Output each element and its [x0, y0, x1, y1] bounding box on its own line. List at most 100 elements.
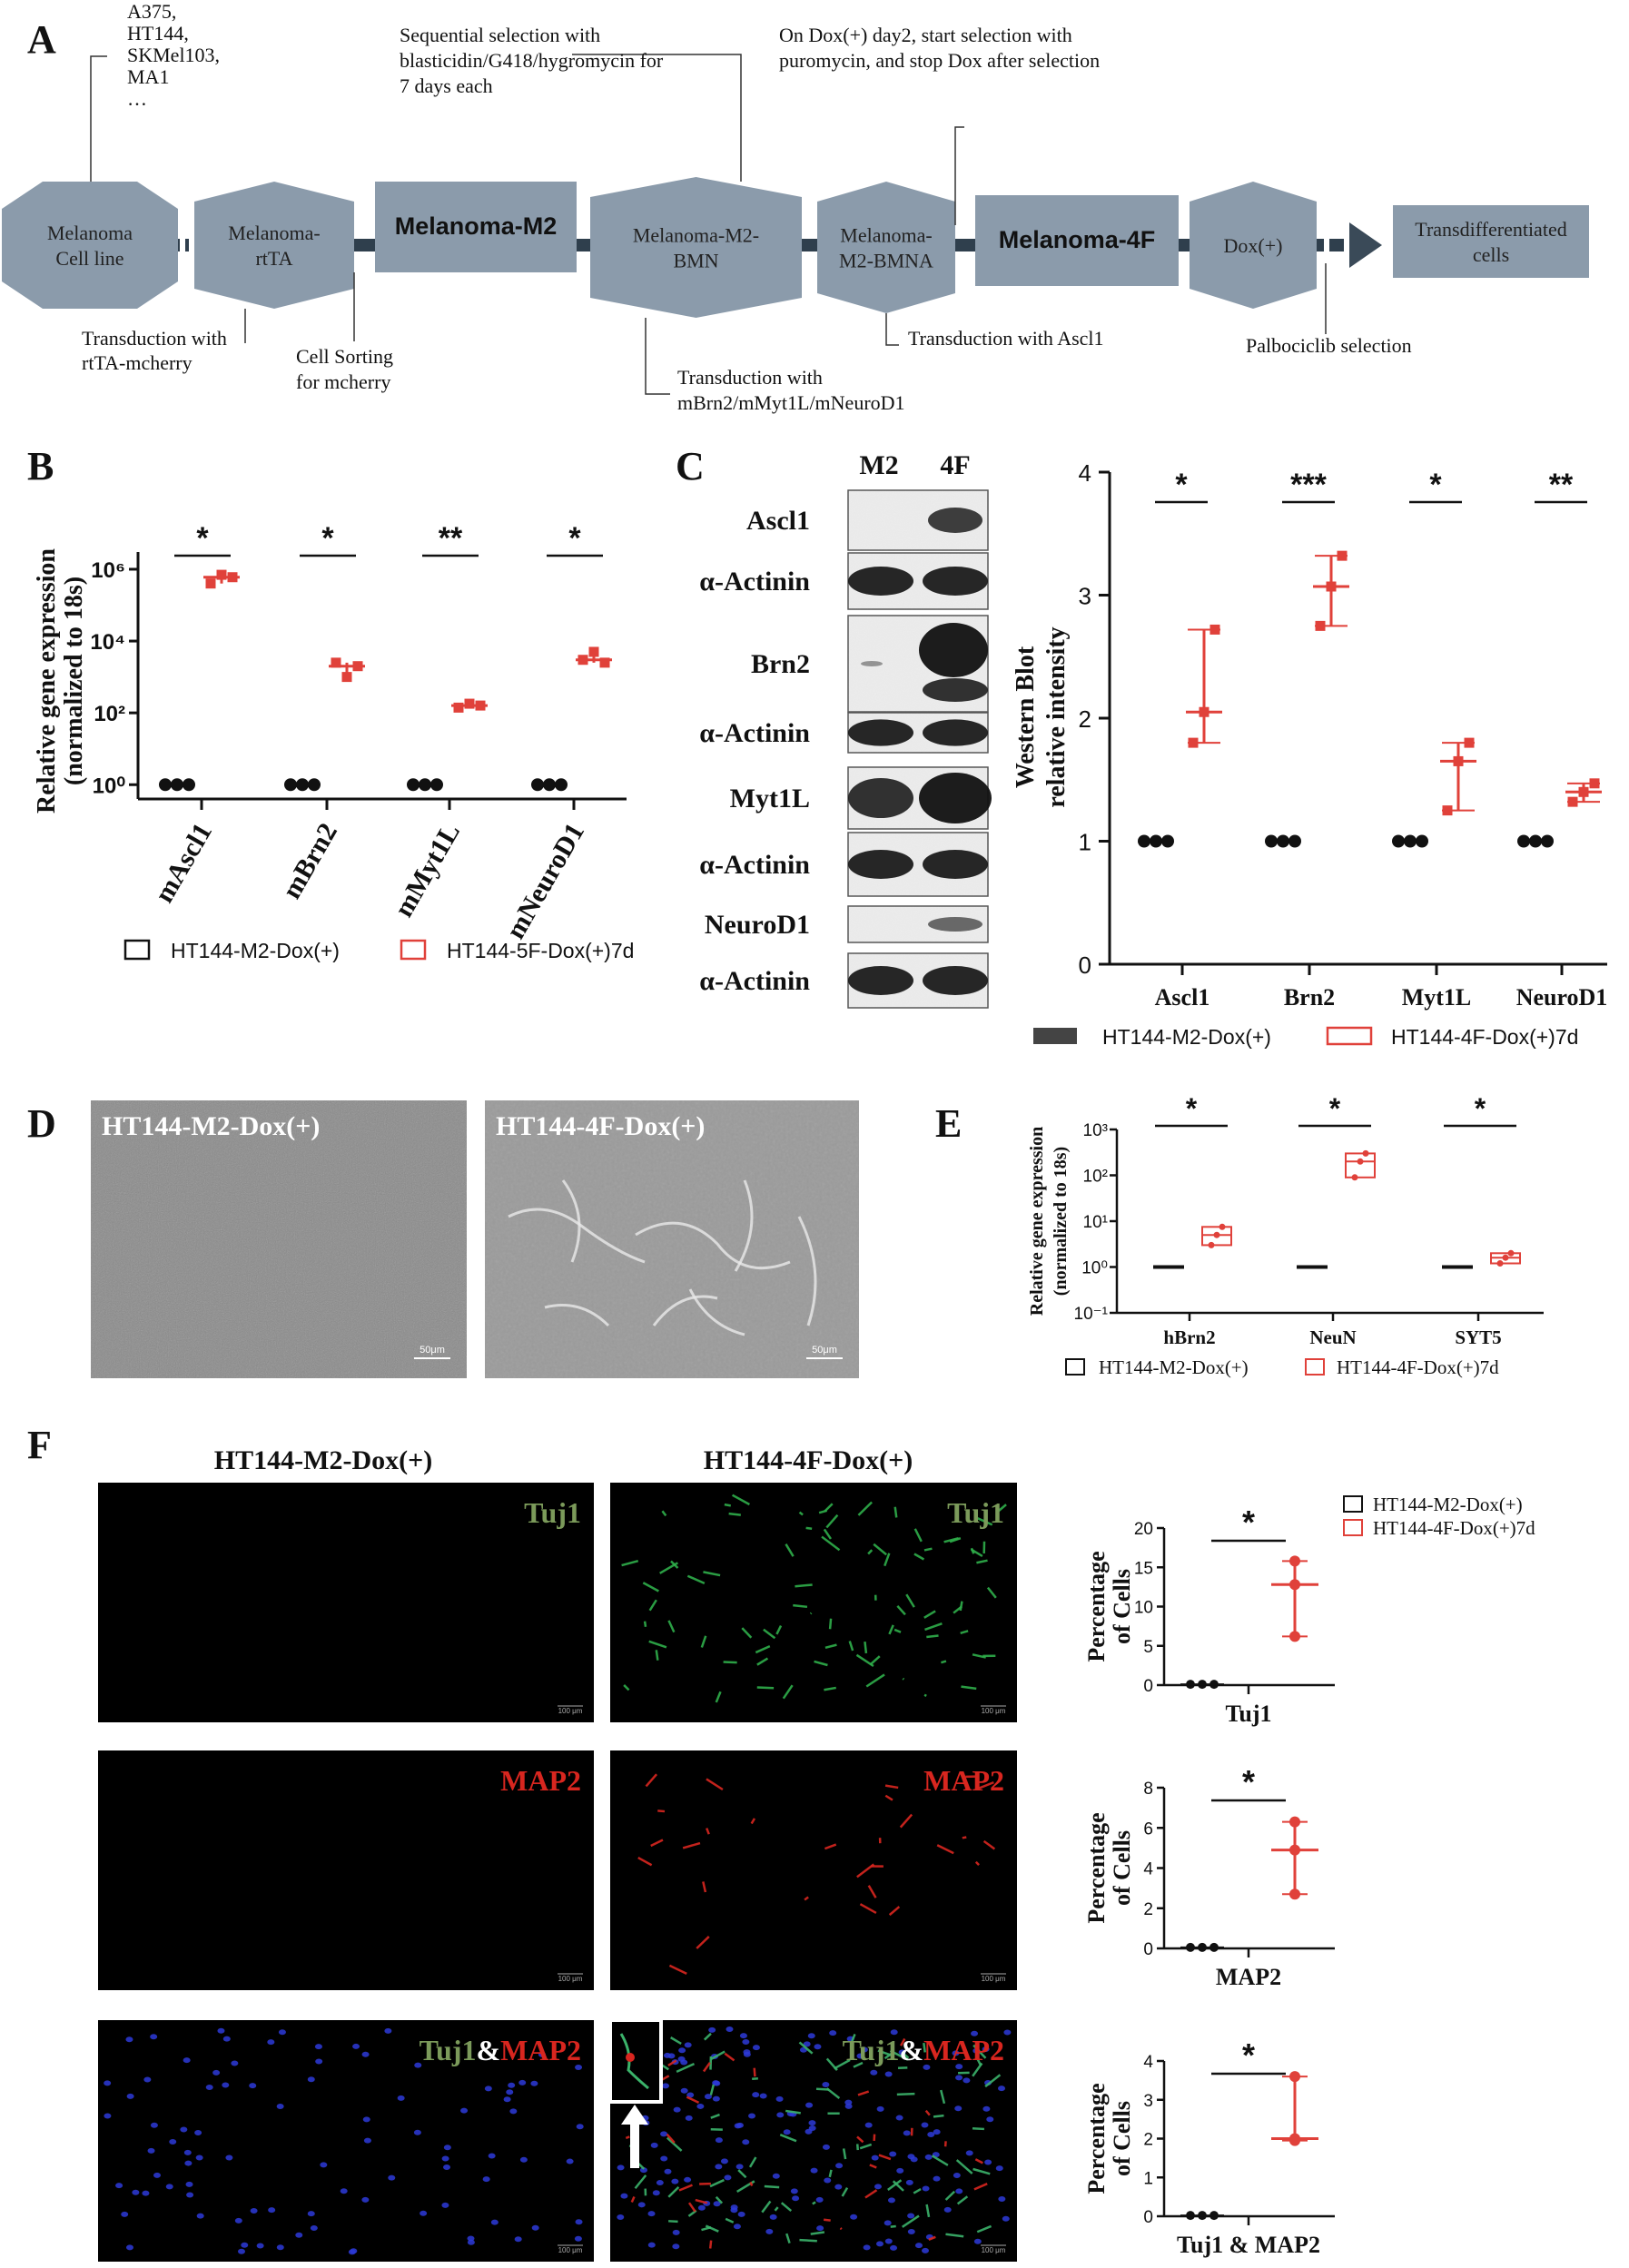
cell-process — [774, 2206, 779, 2212]
cell-process — [687, 2202, 696, 2213]
nucleus — [684, 2042, 692, 2048]
nucleus — [907, 2213, 915, 2219]
cell-process — [676, 2062, 696, 2073]
cell-process — [823, 1528, 833, 1540]
y-axis-label: Percentage — [1083, 1551, 1110, 1662]
nucleus — [647, 2242, 656, 2248]
cell-process — [725, 2217, 735, 2224]
nucleus — [307, 2211, 315, 2217]
legend-label: HT144-5F-Dox(+)7d — [447, 939, 634, 962]
nucleus — [250, 2207, 258, 2214]
data-point-treated — [1502, 1254, 1509, 1261]
stage-label: Cell line — [55, 247, 123, 270]
nucleus — [490, 2219, 499, 2225]
nucleus — [922, 2185, 930, 2192]
scale-bar-label: 100 μm — [558, 1975, 583, 1983]
nucleus — [677, 2056, 686, 2062]
blot-band — [848, 850, 913, 879]
data-point-treated — [1213, 1231, 1220, 1238]
nucleus — [484, 2086, 492, 2092]
cell-line-label: … — [127, 87, 147, 110]
cell-process — [701, 2226, 712, 2232]
significance-mark: * — [1242, 2036, 1255, 2074]
panel-letter-e: E — [935, 1101, 962, 1146]
nucleus — [907, 2228, 915, 2234]
stain-label-part: & — [476, 2034, 500, 2066]
y-tick-label: 10³ — [1083, 1121, 1108, 1140]
cell-process — [814, 1660, 828, 1667]
cell-process — [973, 2183, 988, 2191]
cell-process — [741, 1627, 753, 1639]
cell-process — [892, 2180, 904, 2192]
cell-process — [715, 1691, 722, 1703]
panel-f-chart-map2: 0 2 4 6 8 Percentage of Cells MAP2 * — [1083, 1763, 1335, 1990]
x-tick-label: Tuj1 & MAP2 — [1177, 2232, 1320, 2258]
stain-label-part: Tuj1 — [843, 2034, 900, 2066]
nucleus — [518, 2079, 527, 2086]
cell-process — [961, 1685, 977, 1691]
data-point-treated — [1351, 1174, 1358, 1181]
nucleus — [684, 2176, 692, 2183]
y-tick-label: 10² — [1083, 1168, 1108, 1187]
cell-process — [748, 2156, 757, 2168]
nucleus — [724, 2174, 732, 2181]
data-point-treated — [599, 657, 610, 668]
significance-mark: * — [1475, 1092, 1486, 1125]
micrograph-texture — [485, 1100, 859, 1378]
nucleus — [835, 2163, 844, 2169]
nucleus — [850, 2214, 858, 2220]
note-sorting: for mcherry — [296, 370, 390, 393]
nucleus — [685, 2115, 693, 2121]
nucleus — [307, 2076, 315, 2083]
panel-f-fluorescence: HT144-M2-Dox(+) HT144-4F-Dox(+) Tuj1 100 μm… — [98, 1445, 1017, 2262]
cell-process — [731, 1494, 750, 1506]
data-point-treated — [1289, 1844, 1300, 1856]
y-tick-label: 2 — [1143, 2131, 1153, 2150]
micrograph-title: HT144-4F-Dox(+) — [496, 1111, 705, 1141]
cell-process — [893, 1628, 902, 1633]
significance-mark: *** — [1290, 468, 1327, 502]
nucleus — [1003, 2029, 1012, 2036]
y-tick-label: 10² — [94, 702, 125, 726]
cell-process — [984, 2074, 1002, 2088]
cell-process — [900, 2037, 906, 2046]
leader-dox-day2 — [954, 126, 964, 225]
nucleus — [814, 2044, 822, 2050]
nucleus — [829, 2030, 837, 2036]
cell-process — [924, 2109, 931, 2116]
y-tick-label: 2 — [1079, 705, 1091, 733]
nucleus — [860, 2046, 868, 2053]
nucleus — [678, 2047, 686, 2054]
blot-band — [861, 661, 883, 666]
nucleus — [217, 2027, 225, 2034]
panel-letter-f: F — [27, 1423, 52, 1467]
nucleus — [576, 2124, 584, 2130]
nucleus — [737, 2211, 745, 2217]
box — [1201, 1226, 1232, 1247]
cell-process — [625, 2135, 630, 2140]
stage-node-5 — [817, 182, 955, 313]
cell-process — [634, 2174, 647, 2190]
data-point-treated — [1589, 778, 1600, 789]
legend-swatch-control — [123, 939, 151, 961]
note-sequential: 7 days each — [400, 74, 493, 97]
data-point-control — [430, 778, 443, 792]
nucleus — [506, 2089, 514, 2095]
y-axis-label: Percentage — [1083, 1812, 1110, 1923]
cell-process — [749, 2181, 754, 2186]
cell-process — [821, 1535, 841, 1552]
data-point-treated — [588, 646, 599, 657]
cell-process — [812, 2201, 816, 2205]
cell-process — [833, 2058, 851, 2070]
y-tick-label: 4 — [1143, 1860, 1153, 1879]
stage-label: M2-BMNA — [839, 250, 933, 272]
nucleus — [639, 2167, 647, 2174]
cell-process — [763, 1628, 776, 1640]
blot-band — [928, 917, 982, 932]
nucleus — [844, 2103, 853, 2109]
stain-label-part: & — [899, 2034, 923, 2066]
panel-letter-d: D — [27, 1101, 56, 1146]
nucleus — [769, 2214, 777, 2220]
data-point-treated — [352, 661, 363, 672]
